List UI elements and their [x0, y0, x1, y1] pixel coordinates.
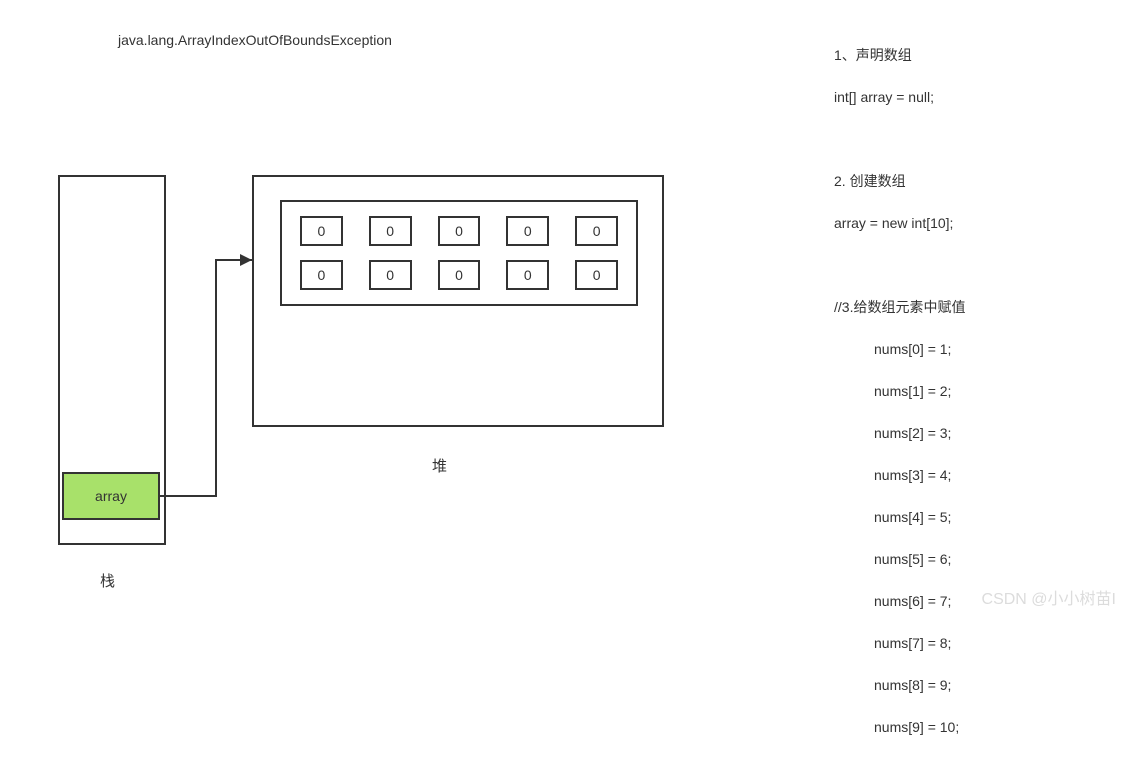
- heap-cell: 0: [438, 216, 481, 246]
- watermark: CSDN @小小树苗I: [982, 585, 1116, 609]
- stack-label: 栈: [100, 570, 115, 591]
- code-block: 1、声明数组 int[] array = null; 2. 创建数组 array…: [834, 24, 965, 759]
- code-blank: [834, 255, 965, 276]
- heap-cell: 0: [369, 260, 412, 290]
- code-line: 1、声明数组: [834, 45, 965, 66]
- page-title: java.lang.ArrayIndexOutOfBoundsException: [118, 32, 392, 48]
- heap-cell: 0: [575, 216, 618, 246]
- heap-cell: 0: [369, 216, 412, 246]
- heap-cell: 0: [300, 260, 343, 290]
- code-line: nums[6] = 7;: [834, 591, 965, 612]
- code-line: nums[5] = 6;: [834, 549, 965, 570]
- stack-variable-label: array: [95, 488, 127, 504]
- heap-cell: 0: [300, 216, 343, 246]
- heap-label: 堆: [432, 455, 447, 476]
- code-line: int[] array = null;: [834, 87, 965, 108]
- code-line: nums[0] = 1;: [834, 339, 965, 360]
- heap-cell: 0: [506, 216, 549, 246]
- code-line: 2. 创建数组: [834, 171, 965, 192]
- heap-cell: 0: [575, 260, 618, 290]
- code-line: nums[3] = 4;: [834, 465, 965, 486]
- code-line: //3.给数组元素中赋值: [834, 297, 965, 318]
- heap-row-1: 0 0 0 0 0: [300, 260, 618, 290]
- code-line: nums[1] = 2;: [834, 381, 965, 402]
- code-line: nums[8] = 9;: [834, 675, 965, 696]
- code-line: array = new int[10];: [834, 213, 965, 234]
- heap-cell: 0: [438, 260, 481, 290]
- code-blank: [834, 129, 965, 150]
- stack-variable-array: array: [62, 472, 160, 520]
- heap-inner-box: 0 0 0 0 0 0 0 0 0 0: [280, 200, 638, 306]
- code-line: nums[4] = 5;: [834, 507, 965, 528]
- code-line: nums[9] = 10;: [834, 717, 965, 738]
- heap-cell: 0: [506, 260, 549, 290]
- heap-row-0: 0 0 0 0 0: [300, 216, 618, 246]
- code-line: nums[2] = 3;: [834, 423, 965, 444]
- code-line: nums[7] = 8;: [834, 633, 965, 654]
